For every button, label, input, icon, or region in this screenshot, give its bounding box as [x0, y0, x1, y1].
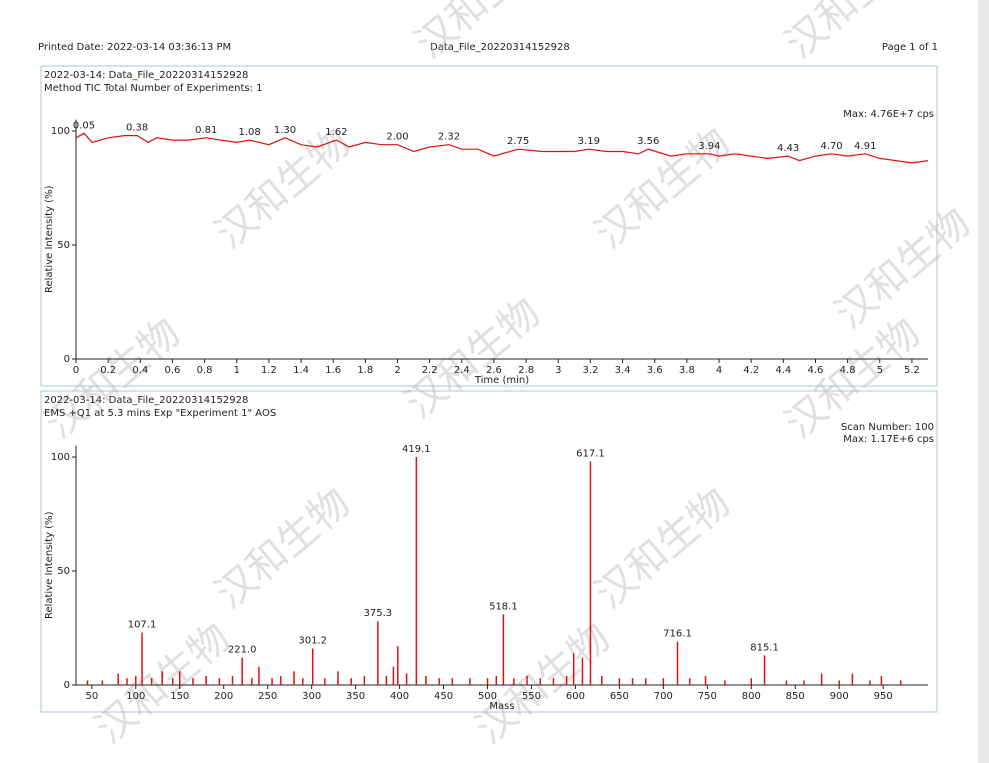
x-tick-label: 2.2	[422, 365, 438, 376]
x-tick-label: 0.2	[100, 365, 116, 376]
printed-date: Printed Date: 2022-03-14 03:36:13 PM	[38, 42, 231, 53]
file-name: Data_File_20220314152928	[430, 42, 570, 53]
peak-label: 2.00	[386, 132, 408, 143]
x-tick-label: 700	[654, 691, 673, 702]
peak-label: 1.08	[238, 127, 260, 138]
x-tick-label: 500	[478, 691, 497, 702]
x-tick-label: 0.6	[164, 365, 180, 376]
x-tick-label: 850	[786, 691, 805, 702]
x-tick-label: 1.8	[357, 365, 373, 376]
peak-label: 1.62	[325, 127, 347, 138]
peak-label: 0.81	[195, 125, 217, 136]
x-tick-label: 4.2	[743, 365, 759, 376]
x-tick-label: 400	[390, 691, 409, 702]
panel-subtitle: Method TIC Total Number of Experiments: …	[44, 83, 263, 94]
peak-label: 4.70	[820, 141, 842, 152]
peak-label: 2.32	[438, 132, 460, 143]
peak-label: 617.1	[576, 449, 605, 460]
x-axis-label: Time (min)	[474, 375, 529, 386]
x-tick-label: 3.4	[615, 365, 631, 376]
peak-label: 3.19	[578, 136, 600, 147]
panel	[40, 65, 938, 387]
peak-label: 4.43	[777, 143, 799, 154]
x-tick-label: 0	[73, 365, 79, 376]
y-tick-label: 0	[64, 354, 70, 365]
x-tick-label: 600	[566, 691, 585, 702]
x-tick-label: 50	[85, 691, 98, 702]
peak-label: 375.3	[364, 608, 393, 619]
peak-label: 4.91	[854, 141, 876, 152]
x-tick-label: 2.8	[518, 365, 534, 376]
peak-label: 716.1	[663, 629, 692, 640]
x-tick-label: 3	[555, 365, 561, 376]
x-tick-label: 4.6	[808, 365, 824, 376]
y-tick-label: 100	[51, 452, 70, 463]
y-tick-label: 0	[64, 680, 70, 691]
page-number: Page 1 of 1	[882, 42, 938, 53]
x-tick-label: 0.4	[132, 365, 148, 376]
x-tick-label: 250	[258, 691, 277, 702]
x-tick-label: 3.6	[647, 365, 663, 376]
x-tick-label: 750	[698, 691, 717, 702]
x-tick-label: 0.8	[197, 365, 213, 376]
peak-label: 3.56	[637, 136, 659, 147]
x-tick-label: 1.4	[293, 365, 309, 376]
panel-subtitle: EMS +Q1 at 5.3 mins Exp "Experiment 1" A…	[44, 408, 276, 419]
x-tick-label: 200	[214, 691, 233, 702]
x-tick-label: 5.2	[904, 365, 920, 376]
x-tick-label: 4	[716, 365, 722, 376]
x-tick-label: 350	[346, 691, 365, 702]
peak-label: 221.0	[228, 645, 257, 656]
peak-label: 3.94	[698, 141, 720, 152]
y-axis-label: Relative Intensity (%)	[44, 185, 55, 293]
x-tick-label: 1	[234, 365, 240, 376]
x-tick-label: 550	[522, 691, 541, 702]
peak-label: 0.38	[126, 123, 148, 134]
x-tick-label: 1.6	[325, 365, 341, 376]
x-tick-label: 800	[742, 691, 761, 702]
tic-line	[75, 132, 929, 164]
x-tick-label: 650	[610, 691, 629, 702]
annotation: Max: 1.17E+6 cps	[843, 434, 934, 445]
x-tick-label: 4.8	[840, 365, 856, 376]
x-tick-label: 5	[877, 365, 883, 376]
annotation: Scan Number: 100	[841, 422, 934, 433]
peak-label: 2.75	[507, 136, 529, 147]
y-tick-label: 100	[51, 126, 70, 137]
y-tick-label: 50	[57, 566, 70, 577]
x-tick-label: 900	[830, 691, 849, 702]
x-tick-label: 4.4	[775, 365, 791, 376]
x-tick-label: 3.2	[582, 365, 598, 376]
x-tick-label: 100	[126, 691, 145, 702]
x-tick-label: 3.8	[679, 365, 695, 376]
x-tick-label: 450	[434, 691, 453, 702]
x-tick-label: 150	[170, 691, 189, 702]
annotation: Max: 4.76E+7 cps	[843, 109, 934, 120]
peak-label: 419.1	[402, 444, 431, 455]
panel-title: 2022-03-14: Data_File_20220314152928	[44, 395, 248, 406]
y-axis-label: Relative Intensity (%)	[44, 511, 55, 619]
peak-label: 1.30	[274, 125, 296, 136]
panel-title: 2022-03-14: Data_File_20220314152928	[44, 70, 248, 81]
x-tick-label: 2.4	[454, 365, 470, 376]
panel	[40, 390, 938, 713]
peak-label: 815.1	[750, 642, 779, 653]
x-axis-label: Mass	[489, 701, 514, 712]
x-tick-label: 2	[394, 365, 400, 376]
x-tick-label: 1.2	[261, 365, 277, 376]
peak-label: 107.1	[128, 620, 157, 631]
scrollbar	[978, 0, 989, 763]
y-tick-label: 50	[57, 240, 70, 251]
x-tick-label: 2.6	[486, 365, 502, 376]
peak-label: 518.1	[489, 601, 518, 612]
peak-label: 0.05	[73, 120, 95, 131]
x-tick-label: 300	[302, 691, 321, 702]
peak-label: 301.2	[298, 636, 327, 647]
x-tick-label: 950	[874, 691, 893, 702]
